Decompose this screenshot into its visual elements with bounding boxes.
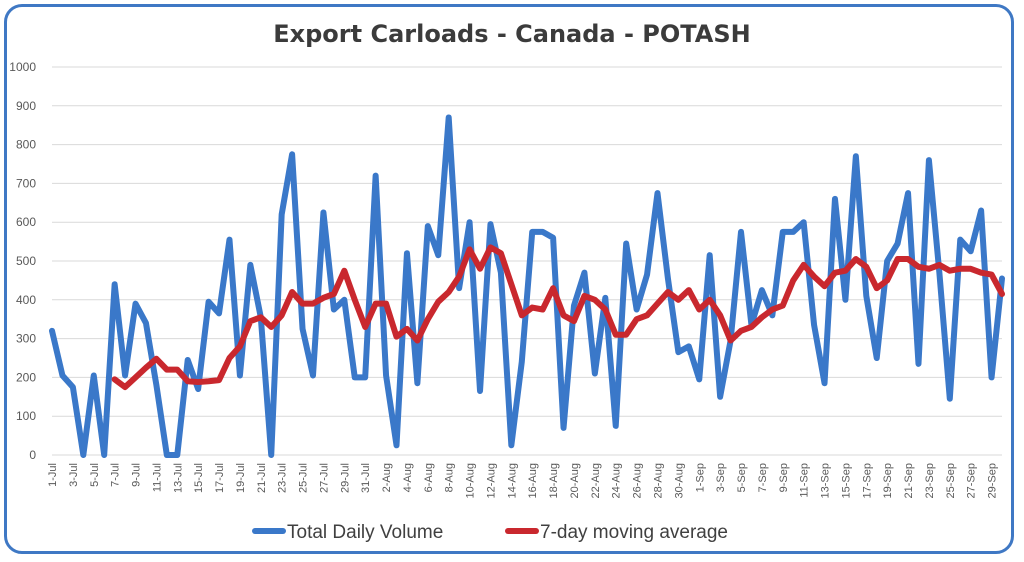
x-tick-label: 3-Sep	[715, 463, 727, 492]
x-tick-label: 29-Jul	[339, 463, 351, 493]
x-tick-label: 12-Aug	[485, 463, 497, 498]
x-tick-label: 19-Jul	[235, 463, 247, 493]
y-axis-ticks: 0 100 200 300 400 500 600 700 800 900 1000	[9, 60, 36, 462]
y-tick-label: 500	[16, 254, 36, 268]
series-line-1	[111, 244, 1005, 391]
x-tick-label: 6-Aug	[423, 463, 435, 492]
x-tick-label: 14-Aug	[506, 463, 518, 498]
y-tick-label: 700	[16, 176, 36, 190]
legend: Total Daily Volume 7-day moving average	[252, 522, 728, 543]
x-tick-label: 11-Sep	[799, 463, 811, 498]
x-tick-label: 31-Jul	[360, 463, 372, 493]
x-tick-label: 30-Aug	[673, 463, 685, 498]
x-tick-label: 15-Jul	[193, 463, 205, 493]
x-tick-label: 26-Aug	[632, 463, 644, 498]
y-tick-label: 600	[16, 215, 36, 229]
x-tick-label: 7-Sep	[757, 463, 769, 492]
x-tick-label: 7-Jul	[110, 463, 122, 487]
x-tick-label: 15-Sep	[840, 463, 852, 498]
chart-title: Export Carloads - Canada - POTASH	[273, 20, 750, 48]
series-lines	[49, 114, 1005, 458]
y-tick-label: 400	[16, 293, 36, 307]
x-tick-label: 4-Aug	[402, 463, 414, 492]
x-tick-label: 13-Sep	[820, 463, 832, 498]
x-tick-label: 21-Sep	[903, 463, 915, 498]
x-tick-label: 29-Sep	[987, 463, 999, 498]
x-tick-label: 1-Jul	[47, 463, 59, 487]
x-tick-label: 18-Aug	[548, 463, 560, 498]
x-tick-label: 10-Aug	[465, 463, 477, 498]
x-tick-label: 22-Aug	[590, 463, 602, 498]
x-tick-label: 20-Aug	[569, 463, 581, 498]
x-tick-label: 25-Sep	[945, 463, 957, 498]
x-tick-label: 19-Sep	[882, 463, 894, 498]
x-tick-label: 5-Jul	[89, 463, 101, 487]
y-tick-label: 0	[29, 448, 36, 462]
y-tick-label: 800	[16, 138, 36, 152]
y-tick-label: 200	[16, 370, 36, 384]
x-tick-label: 9-Jul	[131, 463, 143, 487]
x-tick-label: 23-Jul	[277, 463, 289, 493]
x-tick-label: 28-Aug	[652, 463, 664, 498]
y-tick-label: 300	[16, 332, 36, 346]
x-axis-ticks: 1-Jul 3-Jul 5-Jul 7-Jul 9-Jul 11-Jul 13-Jul 15-…	[47, 463, 999, 498]
legend-label-total-daily-volume: Total Daily Volume	[287, 522, 443, 543]
x-tick-label: 27-Jul	[318, 463, 330, 493]
x-tick-label: 11-Jul	[151, 463, 163, 492]
x-tick-label: 25-Jul	[298, 463, 310, 493]
x-tick-label: 21-Jul	[256, 463, 268, 493]
x-tick-label: 13-Jul	[172, 463, 184, 493]
y-tick-label: 900	[16, 99, 36, 113]
series-line-0	[49, 114, 1005, 458]
x-tick-label: 24-Aug	[611, 463, 623, 498]
x-tick-label: 16-Aug	[527, 463, 539, 498]
x-tick-label: 17-Sep	[861, 463, 873, 498]
x-tick-label: 3-Jul	[68, 463, 80, 487]
y-tick-label: 100	[16, 409, 36, 423]
x-tick-label: 17-Jul	[214, 463, 226, 493]
x-tick-label: 9-Sep	[778, 463, 790, 492]
y-tick-label: 1000	[9, 60, 36, 74]
x-tick-label: 8-Aug	[444, 463, 456, 492]
x-tick-label: 27-Sep	[966, 463, 978, 498]
x-tick-label: 23-Sep	[924, 463, 936, 498]
legend-label-7-day-moving-average: 7-day moving average	[540, 522, 728, 543]
x-tick-label: 2-Aug	[381, 463, 393, 492]
x-tick-label: 5-Sep	[736, 463, 748, 492]
x-tick-label: 1-Sep	[694, 463, 706, 492]
